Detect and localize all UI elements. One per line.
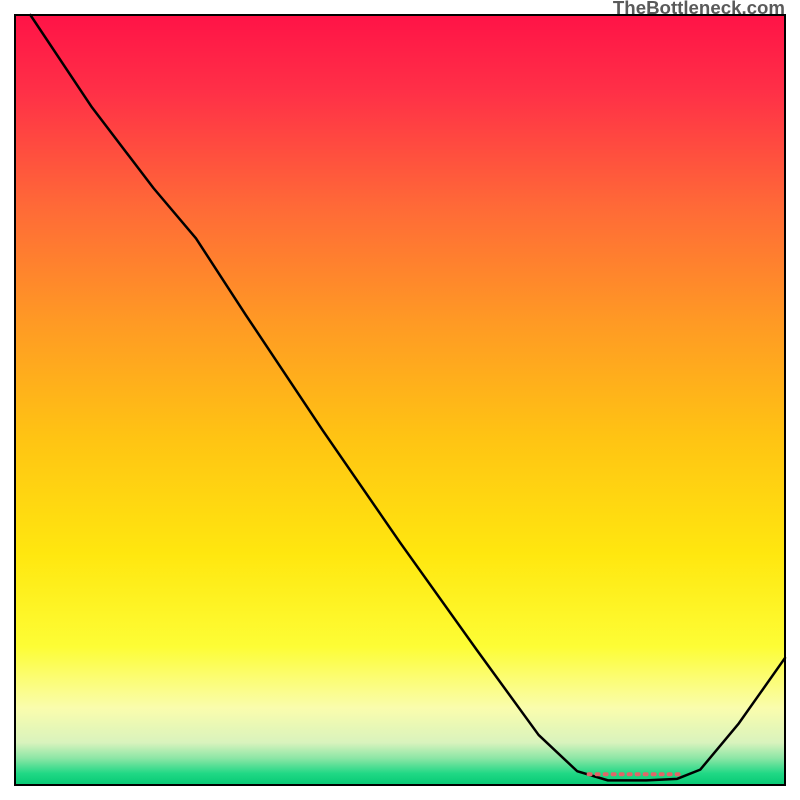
- attribution-text: TheBottleneck.com: [613, 0, 785, 19]
- chart-container: TheBottleneck.com: [0, 0, 800, 800]
- plot-background: [15, 15, 785, 785]
- chart-svg: [0, 0, 800, 800]
